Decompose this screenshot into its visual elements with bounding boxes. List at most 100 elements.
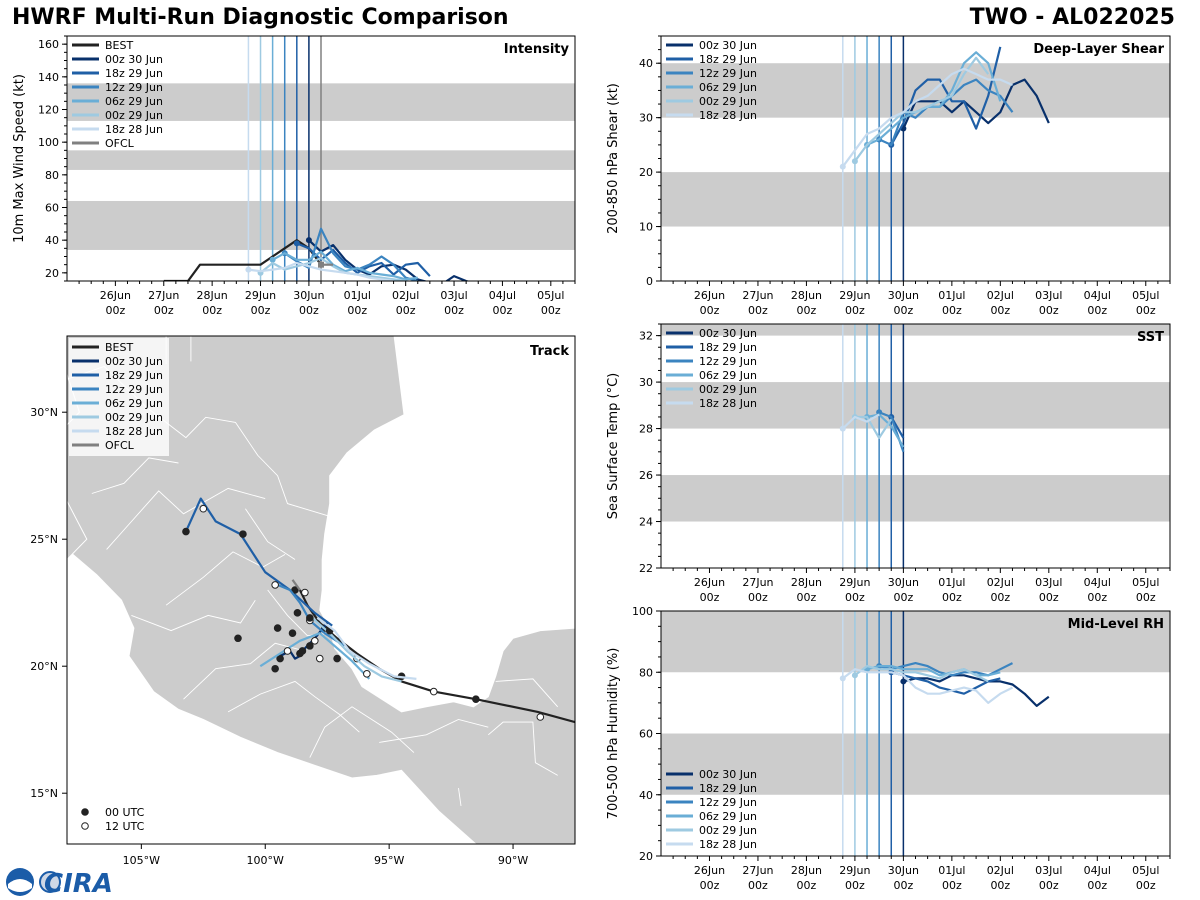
globe-icon [39,871,61,893]
x-tick-label: 03Jul [1035,289,1062,302]
plot-area [67,36,575,281]
page-title: HWRF Multi-Run Diagnostic Comparison [12,5,509,30]
legend-label: 18z 29 Jun [699,53,757,66]
x-tick-label: 03Jul [440,289,467,302]
legend-label: 18z 29 Jun [105,369,163,382]
legend-label: 06z 29 Jun [105,397,163,410]
series-line [902,78,1050,130]
series-start-point [305,237,312,244]
panel-title: Intensity [504,42,570,57]
panel-title: Deep-Layer Shear [1033,42,1164,57]
x-tick-label: 02Jul [987,864,1014,877]
x-tick-label: 04Jul [1084,864,1111,877]
shaded-band [661,733,1170,795]
y-axis-label: 200-850 hPa Shear (kt) [606,83,621,234]
x-tick-label: 29Jun [839,576,870,589]
series-line [866,51,1002,146]
legend-label: 18z 28 Jun [699,838,757,851]
legend-label: 00z 30 Jun [699,327,757,340]
cira-logo-text: CIRA [44,869,113,899]
shear-panel: 0 10 20 30 40 26Jun 00z 27Jun 00z 28Jun 00z 29Jun 00… [606,35,1171,317]
track-position-marker [273,624,282,632]
track-position-marker [271,581,279,589]
x-tick-sublabel: 00z [748,304,768,317]
legend-label: 12z 29 Jun [105,383,163,396]
x-tick-sublabel: 00z [1039,304,1059,317]
x-tick-label: 05Jul [1132,576,1159,589]
state-border [245,508,296,560]
shaded-band [661,172,1170,227]
state-border [165,551,286,606]
y-tick-label: 28 [639,423,653,436]
y-tick-label: 20 [639,850,653,863]
y-tick-label: 20 [45,267,59,280]
x-tick-sublabel: 00z [990,591,1010,604]
state-border [379,719,489,743]
x-tick-label: 04Jul [1084,576,1111,589]
x-tick-sublabel: 00z [845,591,865,604]
track-position-marker [311,637,319,645]
lat-tick-label: 25°N [30,533,58,546]
x-tick-sublabel: 00z [990,879,1010,892]
land-mass [67,336,575,844]
y-tick-label: 120 [38,104,59,117]
track-position-marker [291,586,299,594]
legend-label: 06z 29 Jun [699,369,757,382]
series-line [854,664,989,683]
x-tick-label: 27Jun [742,289,773,302]
track-position-marker [239,530,247,538]
track-panel: 105°W 100°W 95°W 90°W 15°N 20°N 25°N 30°N Track B… [30,335,576,867]
x-tick-label: 03Jul [1035,864,1062,877]
series-line [903,674,1050,708]
noaa-logo-wave [8,879,32,892]
track-position-marker [333,654,341,663]
x-tick-sublabel: 00z [845,304,865,317]
x-tick-sublabel: 00z [1087,304,1107,317]
track-position-marker [182,527,190,536]
track-position-marker [306,642,314,650]
x-tick-label: 01Jul [938,864,965,877]
storm-title: TWO - AL022025 [969,5,1175,30]
panel-title: Track [530,344,569,359]
x-tick-label: 26Jun [694,576,725,589]
track-position-marker [301,588,309,597]
y-tick-label: 60 [639,728,653,741]
state-border [227,680,360,733]
rh-panel: 20 40 60 80 100 26Jun 00z 27Jun 00z 28Jun 00z 29Jun… [606,605,1171,892]
legend-label: 12z 29 Jun [699,796,757,809]
legend-label: 06z 29 Jun [699,81,757,94]
x-tick-label: 04Jul [1084,289,1111,302]
x-tick-sublabel: 00z [942,879,962,892]
track-line [316,617,417,680]
y-tick-label: 30 [639,376,653,389]
legend-label: 18z 28 Jun [699,109,757,122]
y-tick-label: 22 [639,562,653,575]
x-tick-sublabel: 00z [1087,591,1107,604]
x-tick-sublabel: 00z [893,879,913,892]
panel-title: SST [1137,330,1164,345]
series-line [878,78,1014,146]
lat-tick-label: 20°N [30,660,58,673]
x-tick-sublabel: 00z [990,304,1010,317]
lon-tick-label: 105°W [123,854,160,867]
x-tick-sublabel: 00z [942,591,962,604]
x-tick-label: 02Jul [987,289,1014,302]
x-tick-label: 30Jun [888,864,919,877]
track-position-marker [276,654,284,663]
legend-label: 00z 30 Jun [105,53,163,66]
x-tick-sublabel: 00z [893,591,913,604]
legend-label: 12z 29 Jun [105,81,163,94]
y-axis-label: 10m Max Wind Speed (kt) [12,74,27,243]
y-tick-label: 26 [639,469,653,482]
cira-logo: CIRA [6,868,113,899]
series-start-point [269,256,276,263]
x-tick-label: 26Jun [694,289,725,302]
series-start-point [851,158,858,165]
state-border [106,487,266,550]
series-line [842,413,880,430]
y-tick-label: 40 [45,234,59,247]
sst-panel: 22 24 26 28 30 32 26Jun 00z 27Jun 00z 28Jun 00z 29Ju… [606,323,1171,604]
lat-tick-label: 30°N [30,406,58,419]
y-tick-label: 0 [646,275,653,288]
x-tick-sublabel: 00z [748,591,768,604]
